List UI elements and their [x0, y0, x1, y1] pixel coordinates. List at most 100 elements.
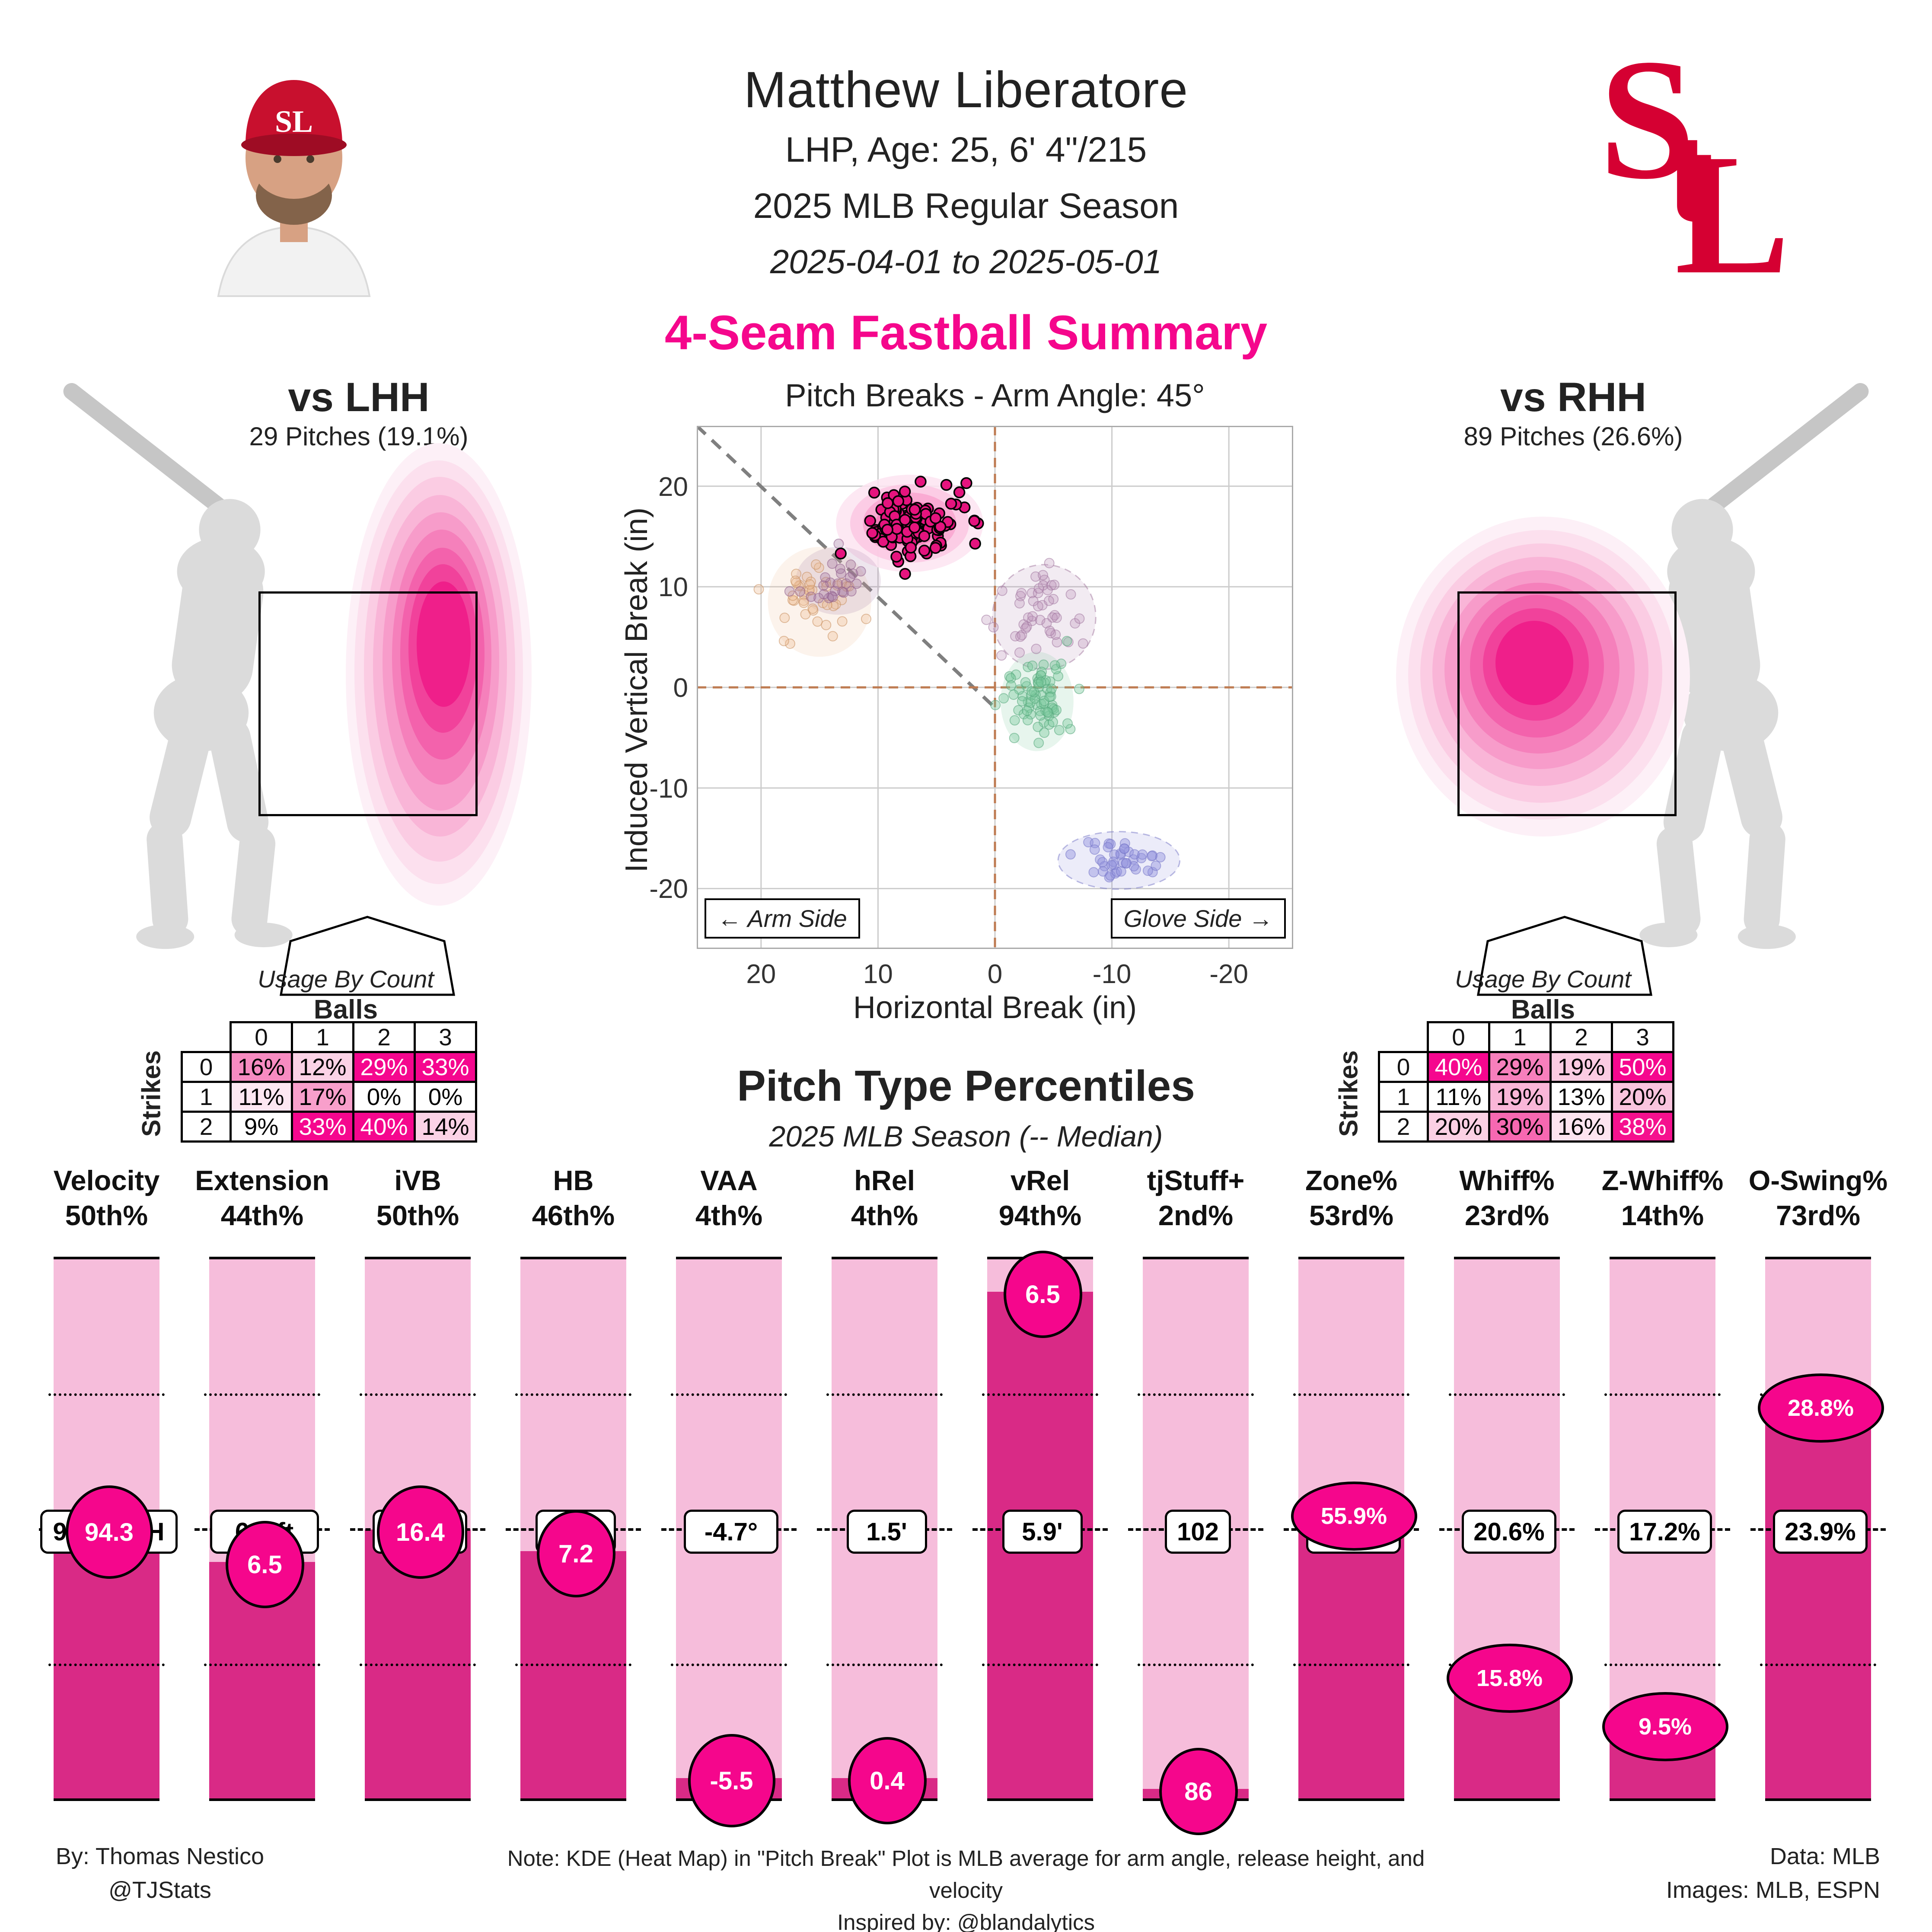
y-tick-label: 10: [658, 572, 688, 603]
percentile-column-header: vRel 94th%: [963, 1163, 1118, 1233]
usage-cell: 40%: [352, 1111, 416, 1143]
x-tick-label: 0: [987, 959, 1003, 989]
pitch-point: [968, 515, 980, 527]
pitch-point: [1039, 727, 1050, 738]
median-label: 23.9%: [1773, 1510, 1868, 1554]
usage-cell: 16%: [230, 1051, 293, 1083]
median-label: -4.7°: [684, 1510, 778, 1554]
pitch-point: [1027, 660, 1038, 671]
heatmap-contour: [416, 581, 471, 707]
value-circle: 0.4: [848, 1737, 927, 1824]
quartile-line: [1138, 1393, 1254, 1396]
pitch-point: [1047, 612, 1058, 623]
usage-row-label: 0: [181, 1051, 232, 1083]
usage-by-count-table: 0 1 2 3 0 40% 29% 19% 50% 1 11% 19% 13% 20% 2 20% 30% 16%…: [1378, 1021, 1674, 1143]
pitch-point: [915, 476, 927, 488]
lhh-usage-title: Usage By Count: [258, 965, 434, 993]
metric-name: Zone%: [1305, 1165, 1398, 1196]
pitch-point: [827, 558, 838, 569]
bar-cap-top: [1143, 1257, 1249, 1259]
metric-percentile: 53rd%: [1309, 1200, 1394, 1232]
value-circle: 28.8%: [1757, 1373, 1884, 1443]
median-label: 102: [1165, 1510, 1231, 1554]
bar-cap-top: [1610, 1257, 1715, 1259]
lhh-home-plate: [280, 916, 455, 996]
pitch-point: [1119, 843, 1130, 854]
pitch-point: [868, 486, 880, 499]
percentile-column-header: VAA 4th%: [651, 1163, 807, 1233]
pitch-point: [827, 631, 838, 642]
pitch-point: [1044, 626, 1055, 636]
percentile-column-header: iVB 50th%: [340, 1163, 496, 1233]
pitch-point: [899, 568, 911, 580]
pitch-point: [806, 591, 816, 602]
quartile-line: [515, 1663, 631, 1666]
pitch-point: [1054, 725, 1065, 735]
usage-header-cell: 1: [1488, 1021, 1552, 1053]
metric-percentile: 14th%: [1621, 1200, 1704, 1232]
pitch-point: [1036, 667, 1047, 677]
pitch-point: [807, 604, 818, 614]
pitch-point: [1121, 858, 1132, 869]
pitch-point: [1033, 678, 1044, 689]
usage-cell: 9%: [230, 1111, 293, 1143]
quartile-line: [360, 1393, 476, 1396]
pitch-breaks-title: Pitch Breaks - Arm Angle: 45°: [785, 377, 1205, 413]
bar-cap-bottom: [209, 1798, 315, 1801]
lhh-batter-silhouette: [63, 383, 293, 949]
rhh-usage-balls-label: Balls: [1511, 995, 1575, 1025]
pitch-point: [918, 544, 931, 557]
pitch-point: [1065, 849, 1076, 860]
value-circle: 16.4: [376, 1485, 464, 1579]
pitch-point: [929, 542, 942, 554]
bar-cap-top: [365, 1257, 471, 1259]
quartile-line: [826, 1393, 943, 1396]
y-tick-label: 0: [673, 673, 688, 703]
median-label: 20.6%: [1462, 1510, 1556, 1554]
rhh-usage-title: Usage By Count: [1455, 965, 1631, 993]
pitch-point: [798, 597, 809, 608]
bar-cap-bottom: [987, 1798, 1093, 1801]
pitch-point: [1033, 738, 1044, 748]
usage-header-cell: 0: [1427, 1021, 1490, 1053]
pitch-point: [890, 550, 902, 563]
percentile-column-header: Zone% 53rd%: [1274, 1163, 1429, 1233]
usage-cell: 29%: [1488, 1051, 1552, 1083]
usage-cell: 33%: [291, 1111, 354, 1143]
percentile-bar: 7.4"7.2: [506, 1257, 641, 1801]
value-circle: 15.8%: [1446, 1643, 1573, 1713]
pitch-point: [1151, 860, 1161, 871]
pitch-point: [1026, 686, 1037, 697]
y-tick-label: -20: [649, 874, 688, 904]
pitch-point: [1051, 705, 1062, 715]
bar-fill: [1765, 1405, 1871, 1800]
usage-header-cell: 0: [230, 1021, 293, 1053]
value-circle: 86: [1159, 1748, 1238, 1835]
pitch-point: [855, 566, 866, 577]
usage-row-label: 1: [1378, 1081, 1429, 1113]
logo-letter: L: [1675, 118, 1790, 290]
pitch-point: [778, 635, 789, 646]
x-tick-label: -10: [1092, 959, 1132, 989]
pitch-point: [969, 537, 981, 550]
usage-cell: 16%: [1549, 1111, 1613, 1143]
pitch-point: [960, 477, 972, 489]
pitch-point: [1052, 637, 1062, 648]
metric-name: Whiff%: [1459, 1165, 1555, 1196]
percentile-column-header: tjStuff+ 2nd%: [1118, 1163, 1274, 1233]
bar-cap-top: [1298, 1257, 1404, 1259]
usage-cell: 38%: [1611, 1111, 1674, 1143]
pitch-point: [940, 479, 953, 491]
usage-by-count-table: 0 1 2 3 0 16% 12% 29% 33% 1 11% 17% 0% 0% 2 9% 33% 40% 14%: [181, 1021, 477, 1143]
value-circle: 6.5: [1003, 1251, 1082, 1338]
metric-name: O-Swing%: [1748, 1165, 1888, 1196]
median-label: 17.2%: [1617, 1510, 1712, 1554]
pitch-point: [988, 622, 999, 632]
quartile-line: [982, 1393, 1098, 1396]
vs-lhh-title: vs LHH: [288, 374, 430, 420]
median-label: 1.5': [846, 1510, 927, 1554]
pitch-point: [1089, 844, 1100, 855]
quartile-line: [1293, 1663, 1409, 1666]
metric-percentile: 94th%: [998, 1200, 1082, 1232]
